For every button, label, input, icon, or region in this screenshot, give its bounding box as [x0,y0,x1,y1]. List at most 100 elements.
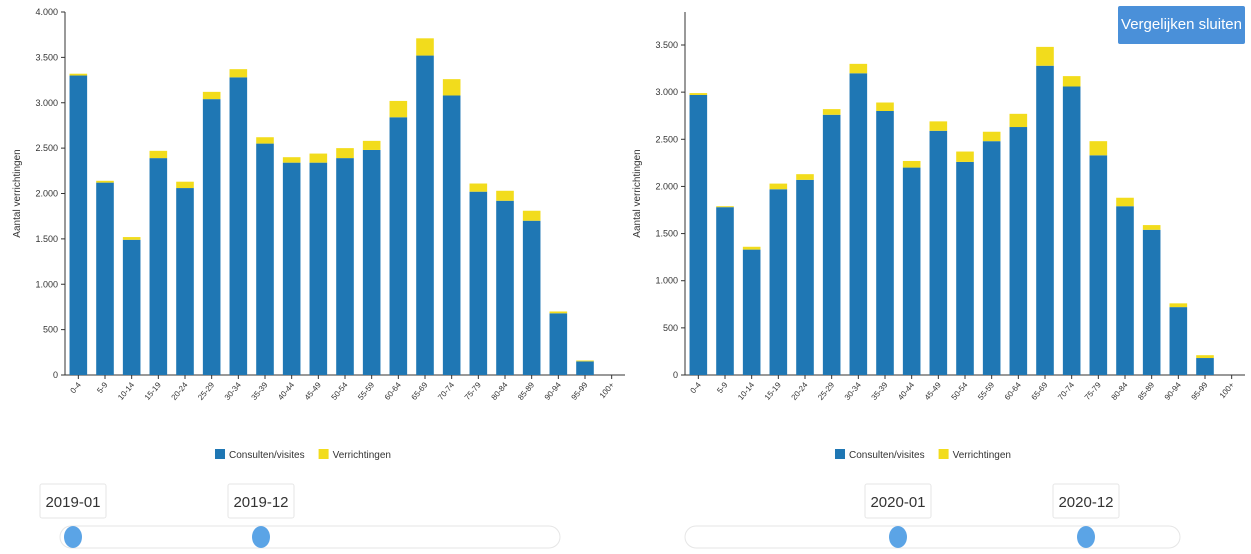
x-tick-label: 55-59 [356,380,376,402]
slider-track [59,525,561,549]
legend-label: Consulten/visites [229,450,305,461]
bar-segment [849,63,868,74]
x-tick-label: 100+ [1218,380,1237,400]
bar-segment [902,160,921,168]
bar-segment [96,180,114,183]
x-tick-label: 40-44 [276,380,296,402]
y-tick-label: 2.000 [35,189,58,199]
y-tick-label: 2.500 [655,134,678,144]
bar-segment [1116,197,1134,207]
x-tick-label: 95-99 [569,380,589,402]
legend-label: Consulten/visites [849,450,925,461]
bar-segment [522,210,541,221]
y-tick-label: 500 [663,323,678,333]
slider-label: 2020-01 [870,494,925,511]
bar-segment [202,91,221,100]
bar-segment [122,237,141,240]
y-tick-label: 1.500 [35,234,58,244]
x-tick-label: 50-54 [949,380,969,402]
x-tick-label: 15-19 [763,380,783,402]
slider-label-box [864,483,932,519]
bar-segment [336,158,354,375]
x-tick-label: 10-14 [736,380,756,402]
bar-segment [769,189,788,375]
bar-segment [549,311,568,314]
slider-label: 2019-01 [45,494,100,511]
bar-segment [176,188,194,375]
bar-segment [1169,303,1188,308]
bar-segment [282,162,301,375]
x-tick-label: 10-14 [116,380,136,402]
x-tick-label: 0-4 [69,380,84,395]
bar-segment [389,117,408,376]
bar-segment [982,131,1001,142]
y-axis-label: Aantal verrichtingen [12,149,23,237]
bar-segment [982,141,1001,375]
y-tick-label: 1.500 [655,229,678,239]
x-tick-label: 75-79 [1083,380,1103,402]
x-tick-label: 20-24 [169,380,189,402]
bar-segment [96,182,114,375]
x-tick-label: 80-84 [1109,380,1129,402]
bar-segment [576,361,594,375]
x-tick-label: 15-19 [143,380,163,402]
bar-segment [469,183,488,192]
x-tick-label: 30-34 [843,380,863,402]
x-tick-label: 55-59 [976,380,996,402]
slider-label-box [227,483,295,519]
slider-label: 2020-12 [1058,494,1113,511]
x-tick-label: 95-99 [1189,380,1209,402]
y-tick-label: 2.500 [35,143,58,153]
bar-segment [549,313,568,375]
x-tick-label: 90-94 [1163,380,1183,402]
bar-segment [149,150,168,159]
y-tick-label: 0 [673,370,678,380]
legend-swatch [215,449,225,459]
x-tick-label: 30-34 [223,380,243,402]
bar-segment [122,239,141,375]
x-tick-label: 45-49 [923,380,943,402]
bar-segment [716,207,734,375]
x-tick-label: 80-84 [489,380,509,402]
bar-segment [876,111,894,375]
slider-label-box [1052,483,1120,519]
slider-handle[interactable] [1077,526,1095,548]
x-tick-label: 75-79 [463,380,483,402]
x-tick-label: 35-39 [869,380,889,402]
bar-segment [496,190,514,201]
bar-segment [1196,355,1214,359]
bar-segment [716,206,734,208]
x-tick-label: 5-9 [95,380,110,395]
bar-segment [309,153,328,163]
bar-segment [822,109,841,115]
slider-handle[interactable] [889,526,907,548]
bar-segment [256,137,274,144]
bar-segment [689,94,708,375]
x-tick-label: 60-64 [383,380,403,402]
legend-label: Verrichtingen [953,450,1011,461]
legend-swatch [318,449,329,459]
bar-segment [256,143,274,375]
bar-segment [416,55,434,376]
bar-segment [796,174,814,180]
slider-handle[interactable] [252,526,270,548]
y-tick-label: 4.000 [35,7,58,17]
slider-handle[interactable] [64,526,82,548]
bar-segment [1142,225,1161,230]
bar-segment [689,93,708,95]
bar-segment [769,183,788,190]
bar-segment [69,75,88,376]
slider-label-box [39,483,107,519]
bar-segment [1142,229,1161,375]
close-compare-button[interactable]: Vergelijken sluiten [1118,6,1245,44]
bar-segment [1009,113,1028,128]
bar-segment [902,167,921,375]
slider-label: 2019-12 [233,494,288,511]
x-tick-label: 70-74 [436,380,456,402]
x-tick-label: 50-54 [329,380,349,402]
bar-segment [389,100,408,118]
bar-segment [876,102,894,111]
bar-segment [69,73,88,76]
x-tick-label: 0-4 [689,380,704,395]
